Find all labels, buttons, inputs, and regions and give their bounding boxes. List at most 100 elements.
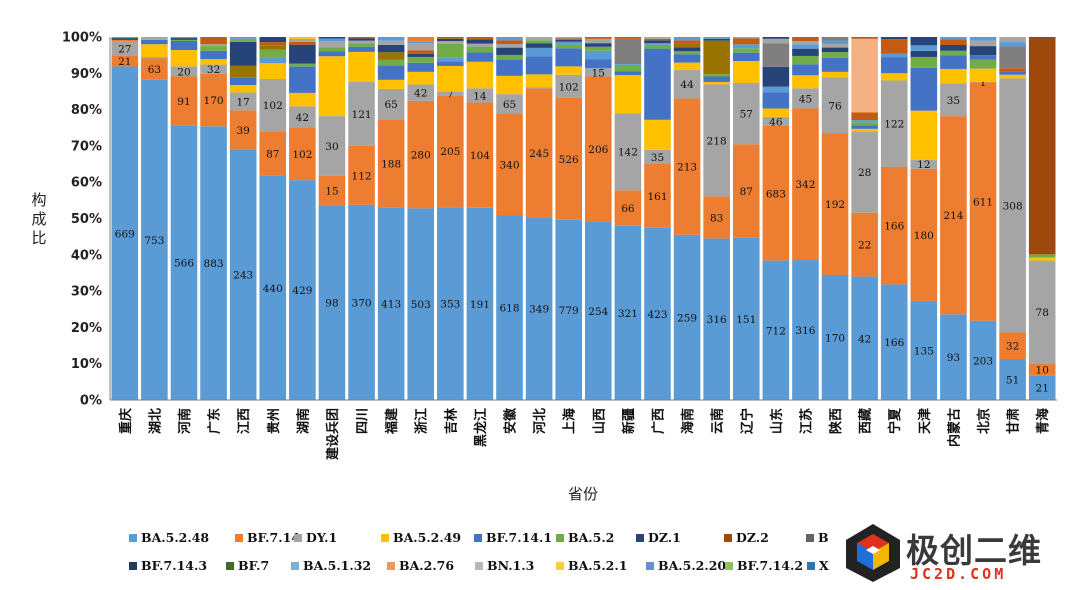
bar-segment <box>703 196 730 239</box>
bar-segment <box>614 75 642 114</box>
bar-segment <box>732 52 760 62</box>
data-label: 30 <box>325 141 338 153</box>
bar-segment <box>703 238 730 400</box>
bar-segment <box>792 260 819 400</box>
bar-segment <box>762 92 790 109</box>
data-label: 779 <box>559 305 579 317</box>
data-label: 22 <box>858 240 871 252</box>
bar-segment <box>496 113 523 216</box>
bar-segment <box>259 49 287 58</box>
bar-segment <box>200 37 227 45</box>
data-label: 170 <box>825 333 845 345</box>
x-tick-label: 四川 <box>356 408 371 434</box>
data-label: 63 <box>148 64 161 76</box>
bar-segment <box>821 133 849 276</box>
y-tick-label: 30% <box>71 285 102 300</box>
bar-segment <box>732 237 760 400</box>
x-tick-label: 黑龙江 <box>473 408 489 447</box>
bar-segment <box>555 66 582 75</box>
bar-segment <box>999 78 1026 333</box>
data-label: 17 <box>236 96 249 108</box>
legend-label: BA.2.76 <box>399 558 454 573</box>
bar-segment <box>289 37 316 39</box>
bar-segment <box>614 190 642 226</box>
bar-segment <box>407 62 435 72</box>
bar-segment <box>585 76 612 222</box>
data-label: 46 <box>769 116 783 128</box>
bar-segment <box>289 106 316 128</box>
bar-segment <box>377 37 405 41</box>
bar-segment <box>999 358 1026 400</box>
bar-stack: 191 104 14 <box>466 37 494 400</box>
bar-segment <box>141 79 168 401</box>
data-label: 98 <box>325 298 338 310</box>
data-label: 259 <box>677 312 697 324</box>
data-label: 102 <box>292 149 312 161</box>
legend-item: BF.7.14.1 <box>474 530 552 545</box>
bar-stack: 254 206 15 <box>585 37 612 400</box>
x-tick-label: 云南 <box>710 408 726 434</box>
bar-segment <box>585 68 612 77</box>
bar-segment <box>644 44 671 49</box>
legend-label: BF.7.14.2 <box>737 558 803 573</box>
legend-label: BA.5.2 <box>568 530 614 545</box>
bar-segment <box>318 205 346 400</box>
legend-swatch <box>636 534 644 542</box>
data-label: 15 <box>592 67 605 79</box>
data-label: 883 <box>204 258 224 270</box>
data-label: 316 <box>707 314 727 326</box>
bar-segment <box>407 208 435 400</box>
bar-segment <box>407 41 435 44</box>
bar-segment <box>259 63 287 79</box>
bar-segment <box>1028 254 1056 258</box>
bar-segment <box>555 48 582 67</box>
bar-segment <box>466 43 494 47</box>
bar-segment <box>407 37 435 42</box>
x-axis-title: 省份 <box>568 485 598 503</box>
bar-segment <box>525 87 553 89</box>
legend-swatch <box>235 534 243 542</box>
legend-swatch <box>294 534 302 542</box>
bar-segment <box>229 41 257 66</box>
bar-segment <box>644 119 671 150</box>
x-tick-label: 甘肃 <box>1006 408 1022 434</box>
bar-segment <box>525 47 553 57</box>
data-label: 166 <box>884 221 904 233</box>
x-tick-label: 宁夏 <box>887 407 903 434</box>
bar-segment <box>437 61 464 66</box>
data-label: 618 <box>499 303 519 315</box>
legend-item: BF.7.14.3 <box>129 558 207 573</box>
bar-segment <box>585 38 612 44</box>
bar-segment <box>732 82 760 145</box>
x-tick-label: 广西 <box>650 408 666 434</box>
data-label: 191 <box>470 299 490 311</box>
bar-segment <box>318 56 346 117</box>
legend-label: DZ.2 <box>736 530 769 545</box>
x-tick-label: 贵州 <box>266 408 282 434</box>
bar-segment <box>969 37 997 41</box>
legend-item: BA.5.2 <box>556 530 614 545</box>
bar-segment <box>732 38 760 45</box>
bar-segment <box>555 44 582 49</box>
legend-item: BA.5.1.32 <box>291 558 371 573</box>
data-label: 35 <box>947 95 960 107</box>
bar-segment <box>496 59 523 76</box>
legend-item: DY.1 <box>294 530 337 545</box>
bar-segment <box>525 37 553 41</box>
legend-swatch <box>226 562 234 570</box>
bar-stack: 779 526 102 <box>555 37 582 400</box>
x-tick-label: 北京 <box>976 408 992 434</box>
bar-segment <box>466 61 494 89</box>
bar-stack: 566 91 20 <box>170 37 198 401</box>
data-label: 65 <box>503 99 516 111</box>
data-label: 87 <box>266 148 279 160</box>
data-label: 76 <box>828 100 842 112</box>
bar-segment <box>348 204 375 400</box>
legend-item: BF.7 <box>226 558 269 573</box>
bar-segment <box>585 43 612 47</box>
bar-segment <box>999 37 1026 43</box>
legend-label: BF.7 <box>238 558 269 573</box>
bar-stack: 440 87 102 <box>259 37 287 400</box>
bar-segment <box>969 68 997 82</box>
legend-swatch <box>725 562 733 570</box>
